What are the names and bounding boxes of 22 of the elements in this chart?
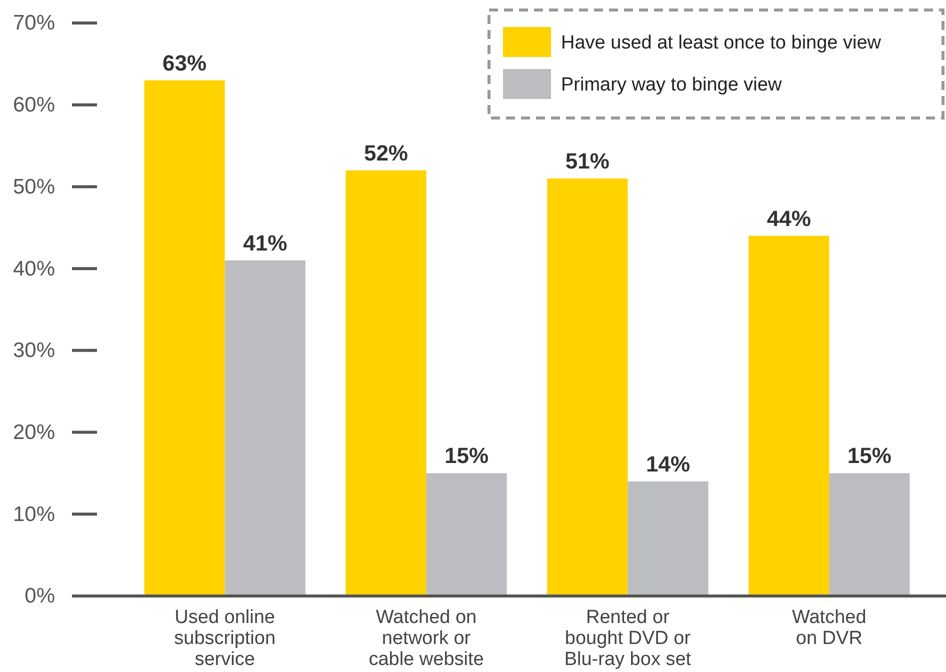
y-tick-label: 0%	[24, 584, 55, 608]
x-tick-label: Rented or bought DVD or Blu-ray box set	[564, 607, 692, 670]
y-tick-label: 50%	[12, 175, 55, 198]
legend-label: Primary way to binge view	[561, 74, 782, 96]
y-tick-label: 70%	[12, 12, 55, 35]
text: 15%	[847, 443, 892, 468]
text: 14%	[646, 451, 690, 476]
legend-label: Have used at least once to binge view	[561, 32, 882, 54]
y-tick-label: 40%	[12, 257, 55, 280]
text: 51%	[565, 148, 610, 174]
x-tick-label: Used online subscription service	[174, 607, 276, 670]
y-tick-label: 30%	[12, 339, 55, 362]
text: 15%	[444, 443, 489, 468]
text: 52%	[364, 140, 408, 166]
text: 44%	[766, 206, 811, 231]
y-tick-label: 60%	[12, 94, 55, 117]
text: 63%	[162, 50, 207, 76]
text: 41%	[243, 230, 288, 256]
x-tick-label: Watched on DVR	[792, 607, 866, 649]
y-tick-label: 10%	[12, 502, 55, 526]
y-tick-label: 20%	[12, 421, 55, 444]
x-tick-label: Watched on network or cable website	[368, 607, 484, 670]
